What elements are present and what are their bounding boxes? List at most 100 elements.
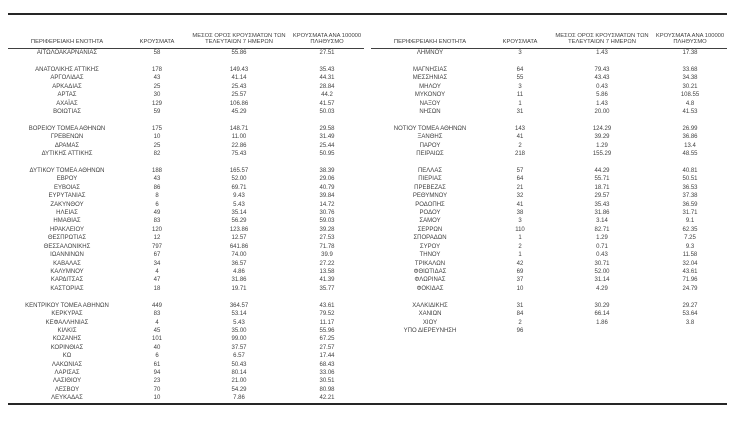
table-row: ΛΑΚΩΝΙΑΣ 61 50.43 68.43 — [8, 361, 727, 369]
value-cell: 218 — [514, 151, 525, 158]
table-row: ΔΡΑΜΑΣ 25 22.86 25.44 ΠΑΡΟΥ 2 1.29 13.4 — [8, 142, 727, 150]
region-name-cell: ΧΙΟΥ — [422, 319, 438, 326]
value-cell: 64 — [516, 176, 524, 183]
value-cell: 1.29 — [596, 142, 608, 149]
row-right-half — [371, 361, 727, 369]
region-name-cell: ΡΟΔΟΠΗΣ — [415, 201, 445, 208]
value-cell: 3 — [518, 218, 522, 225]
row-left-half: ΘΕΣΣΑΛΟΝΙΚΗΣ 797 641.86 71.78 — [8, 243, 364, 251]
value-cell: 27.57 — [319, 344, 335, 351]
column-gutter — [364, 100, 371, 108]
column-gutter — [364, 377, 371, 385]
value-cell: 43 — [153, 176, 161, 183]
value-cell: 17.44 — [319, 353, 335, 360]
value-cell: 40 — [153, 344, 161, 351]
row-left-half: ΗΜΑΘΙΑΣ 83 56.29 59.03 — [8, 217, 364, 225]
row-right-half: ΦΘΙΩΤΙΔΑΣ 69 52.00 43.61 — [371, 268, 727, 276]
value-cell — [551, 327, 653, 335]
value-cell: 124.29 — [592, 125, 612, 132]
table-row: ΘΕΣΠΡΩΤΙΑΣ 12 12.57 27.53 ΣΠΟΡΑΔΩΝ 1 1.29 7.25 — [8, 234, 727, 242]
value-cell: 84 — [516, 311, 524, 318]
region-name-cell: ΧΑΛΚΙΔΙΚΗΣ — [412, 302, 448, 309]
row-left-half: ΛΑΚΩΝΙΑΣ 61 50.43 68.43 — [8, 361, 364, 369]
column-gutter — [364, 192, 371, 200]
region-name-cell: ΦΟΚΙΔΑΣ — [416, 285, 444, 292]
region-name-cell: ΜΕΣΣΗΝΙΑΣ — [412, 75, 448, 82]
row-right-half: ΣΕΡΡΩΝ 110 82.71 62.35 — [371, 226, 727, 234]
value-cell: 36.59 — [682, 201, 698, 208]
value-cell: 80.14 — [231, 370, 247, 377]
row-right-half — [371, 386, 727, 394]
value-cell — [489, 335, 551, 343]
value-cell: 4 — [155, 319, 159, 326]
table-row: ΙΩΑΝΝΙΝΩΝ 67 74.00 39.9 ΤΗΝΟΥ 1 0.43 11.58 — [8, 251, 727, 259]
value-cell: 48.55 — [682, 151, 698, 158]
region-name-cell: ΔΥΤΙΚΟΥ ΤΟΜΕΑ ΑΘΗΝΩΝ — [29, 167, 105, 174]
row-left-half: ΕΥΒΟΙΑΣ 86 69.71 40.79 — [8, 184, 364, 192]
table-row: ΖΑΚΥΝΘΟΥ 6 5.43 14.72 ΡΟΔΟΠΗΣ 41 35.43 36.59 — [8, 201, 727, 209]
region-name-cell: ΑΙΤΩΛΟΑΚΑΡΝΑΝΙΑΣ — [36, 50, 98, 56]
region-name-cell: ΑΧΑΪΑΣ — [56, 100, 78, 107]
value-cell — [653, 352, 727, 360]
column-gutter — [364, 91, 371, 99]
row-left-half: ΑΧΑΪΑΣ 129 106.86 41.57 — [8, 100, 364, 108]
column-gutter — [364, 285, 371, 293]
table-row: ΛΕΥΚΑΔΑΣ 10 7.86 42.21 — [8, 394, 727, 402]
value-cell: 41 — [516, 134, 524, 141]
value-cell: 4.8 — [685, 100, 695, 107]
row-left-half: ΚΕΝΤΡΙΚΟΥ ΤΟΜΕΑ ΑΘΗΝΩΝ 449 364.57 43.61 — [8, 302, 364, 310]
row-left-half: ΚΙΛΚΙΣ 45 35.00 55.96 — [8, 327, 364, 335]
column-header-per-100000-left: ΚΡΟΥΣΜΑΤΑ ΑΝΑ 100000 ΠΛΗΘΥΣΜΟ — [292, 32, 362, 46]
value-cell: 26.99 — [682, 125, 698, 132]
row-right-half: ΧΑΛΚΙΔΙΚΗΣ 31 30.29 29.27 — [371, 302, 727, 310]
region-name-cell: ΞΑΝΘΗΣ — [417, 134, 443, 141]
value-cell: 18.71 — [594, 184, 610, 191]
value-cell: 67.25 — [319, 336, 335, 343]
value-cell: 66.14 — [594, 311, 610, 318]
value-cell: 36.86 — [682, 134, 698, 141]
value-cell: 70 — [153, 386, 161, 393]
value-cell: 50.43 — [231, 361, 247, 368]
region-name-cell: ΜΑΓΝΗΣΙΑΣ — [412, 66, 448, 73]
value-cell: 58 — [153, 50, 161, 56]
table-row: ΗΛΕΙΑΣ 49 35.14 30.76 ΡΟΔΟΥ 38 31.86 31.71 — [8, 209, 727, 217]
value-cell: 39.28 — [319, 226, 335, 233]
region-name-cell: ΜΗΛΟΥ — [419, 83, 441, 90]
value-cell: 59.03 — [319, 218, 335, 225]
row-right-half: ΣΠΟΡΑΔΩΝ 1 1.29 7.25 — [371, 234, 727, 242]
value-cell: 71.78 — [319, 243, 335, 250]
column-gutter — [364, 83, 371, 91]
value-cell: 18 — [153, 285, 161, 292]
row-right-half: ΜΗΛΟΥ 3 0.43 30.21 — [371, 83, 727, 91]
value-cell: 35.43 — [594, 201, 610, 208]
value-cell: 149.43 — [229, 66, 249, 73]
row-left-half: ΛΑΣΙΘΙΟΥ 23 21.00 30.51 — [8, 377, 364, 385]
row-left-half: ΑΡΤΑΣ 30 25.57 44.2 — [8, 91, 364, 99]
table-row: ΚΟΖΑΝΗΣ 101 99.00 67.25 — [8, 335, 727, 343]
region-name-cell: ΚΟΡΙΝΘΙΑΣ — [50, 344, 84, 351]
value-cell: 21.00 — [231, 378, 247, 385]
value-cell: 14.72 — [319, 201, 335, 208]
column-gutter — [364, 369, 371, 377]
row-left-half: ΛΕΣΒΟΥ 70 54.29 80.98 — [8, 386, 364, 394]
column-gutter — [364, 226, 371, 234]
value-cell: 42.21 — [319, 395, 335, 402]
value-cell: 39.9 — [321, 252, 333, 259]
value-cell: 57 — [516, 167, 524, 174]
value-cell: 25.57 — [231, 92, 247, 99]
value-cell: 50.03 — [319, 108, 335, 115]
column-header-cases-right: ΚΡΟΥΣΜΑΤΑ — [502, 39, 538, 46]
row-right-half: ΠΑΡΟΥ 2 1.29 13.4 — [371, 142, 727, 150]
value-cell — [653, 361, 727, 369]
column-gutter — [364, 386, 371, 394]
table-row: ΚΑΒΑΛΑΣ 34 36.57 27.22 ΤΡΙΚΑΛΩΝ 42 30.71 32.04 — [8, 260, 727, 268]
row-right-half: ΡΟΔΟΠΗΣ 41 35.43 36.59 — [371, 201, 727, 209]
row-left-half: ΗΡΑΚΛΕΙΟΥ 120 123.86 39.28 — [8, 226, 364, 234]
row-right-half — [371, 352, 727, 360]
value-cell: 82 — [153, 151, 161, 158]
value-cell: 6.57 — [233, 353, 245, 360]
value-cell: 27.51 — [319, 50, 335, 56]
table-row: ΚΟΡΙΝΘΙΑΣ 40 37.57 27.57 — [8, 344, 727, 352]
row-right-half: ΣΑΜΟΥ 3 3.14 9.1 — [371, 217, 727, 225]
region-name-cell: ΚΑΛΥΜΝΟΥ — [50, 268, 84, 275]
